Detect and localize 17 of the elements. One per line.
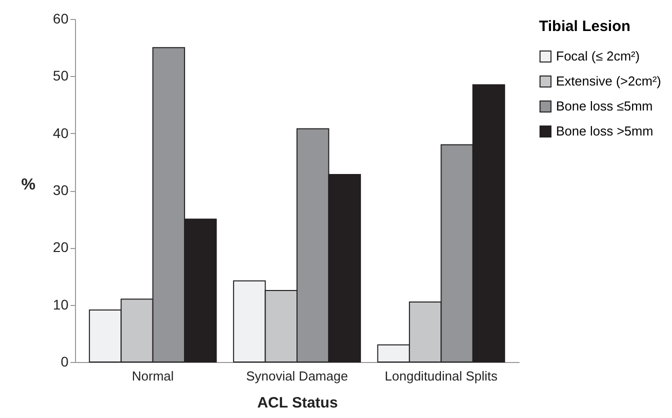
y-tick-label: 30 <box>52 182 69 198</box>
y-tick-label: 10 <box>52 296 69 312</box>
x-axis-title: ACL Status <box>257 394 338 412</box>
x-tick-label: Normal <box>132 368 174 384</box>
x-tick-label: Longditudinal Splits <box>384 368 498 384</box>
legend-label: Focal (≤ 2cm²) <box>556 48 640 64</box>
legend-label: Extensive (>2cm²) <box>556 74 662 88</box>
legend-title: Tibial Lesion <box>539 18 630 35</box>
legend-label: Bone loss >5mm <box>556 124 654 138</box>
y-tick-label: 60 <box>52 10 69 26</box>
y-tick-label: 0 <box>60 354 69 370</box>
y-tick-label: 20 <box>52 239 69 256</box>
y-tick-label: 40 <box>52 124 69 141</box>
y-axis-title: % <box>21 176 36 194</box>
y-tick-label: 50 <box>52 68 69 84</box>
legend-label: Bone loss ≤5mm <box>556 98 653 114</box>
x-tick-label: Synovial Damage <box>246 368 348 384</box>
